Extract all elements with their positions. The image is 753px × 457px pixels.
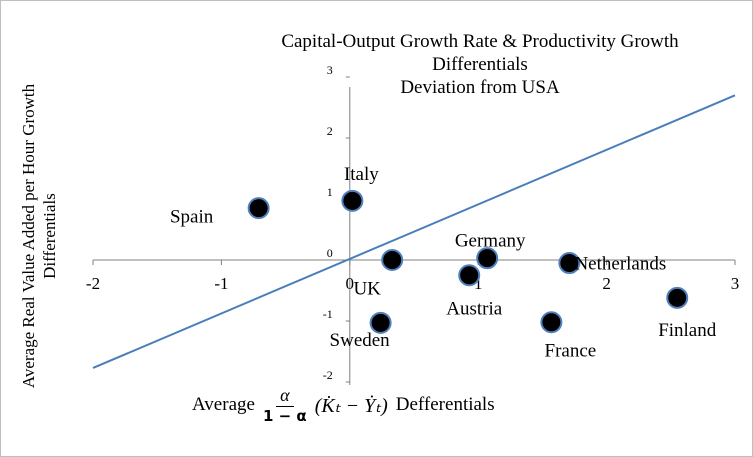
point: [458, 264, 481, 287]
point-label: Germany: [455, 231, 526, 252]
point: [341, 189, 364, 212]
y-tick-label: 1: [327, 185, 333, 199]
y-tick-label: 2: [327, 124, 333, 138]
chart-subtitle: Deviation from USA: [400, 77, 560, 98]
y-tick-label: -1: [323, 307, 333, 321]
x-tick-label: 2: [602, 274, 611, 293]
point-label: Netherlands: [574, 253, 666, 274]
x-tick-label: -1: [214, 274, 228, 293]
x-label-suffix: Defferentials: [395, 394, 495, 415]
y-tick-label: 3: [327, 63, 333, 77]
x-label-prefix: Average: [192, 394, 255, 415]
fit-line: [92, 94, 736, 369]
point: [666, 286, 689, 309]
x-label-numerator: α: [276, 385, 294, 407]
point-label: France: [545, 341, 597, 362]
y-tick-label: 0: [327, 246, 333, 260]
x-tick-label: 3: [731, 274, 740, 293]
chart-title: Capital-Output Growth Rate & Productivit…: [281, 31, 679, 75]
x-tick-label: -2: [86, 274, 100, 293]
point-label: Sweden: [330, 330, 391, 351]
x-axis-label: Average α 1 − α (K̇ₜ − Ẏₜ) Defferentials: [192, 385, 495, 425]
point-label: Austria: [446, 299, 503, 320]
point: [558, 252, 581, 275]
x-label-fraction: α 1 − α: [263, 385, 307, 425]
point: [369, 311, 392, 334]
point-label: Spain: [170, 207, 214, 228]
y-axis-label: Average Real Value Added per Hour Growth…: [19, 83, 59, 389]
point-label: Italy: [344, 164, 379, 185]
point: [476, 247, 499, 270]
point: [540, 311, 563, 334]
x-tick-label: 1: [474, 274, 483, 293]
y-tick-label: -2: [323, 368, 333, 382]
point-label: UK: [353, 278, 381, 299]
x-label-denominator: 1 − α: [262, 407, 307, 425]
point: [381, 249, 404, 271]
x-label-term: (K̇ₜ − Ẏₜ): [314, 394, 388, 417]
x-tick-label: 0: [346, 274, 355, 293]
point: [247, 197, 270, 220]
point-label: Finland: [658, 320, 717, 341]
